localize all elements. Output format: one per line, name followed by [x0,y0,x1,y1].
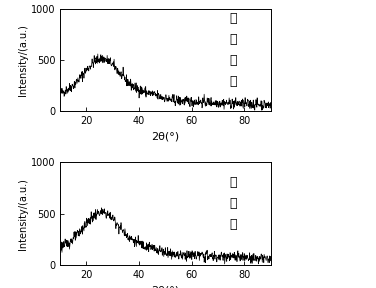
Text: 源
漏
电
极: 源 漏 电 极 [229,12,237,88]
Y-axis label: Intensity/(a.u.): Intensity/(a.u.) [18,24,28,96]
X-axis label: 2θ(°): 2θ(°) [152,285,179,288]
X-axis label: 2θ(°): 2θ(°) [152,132,179,142]
Text: 有
源
层: 有 源 层 [229,176,237,231]
Y-axis label: Intensity/(a.u.): Intensity/(a.u.) [18,178,28,250]
